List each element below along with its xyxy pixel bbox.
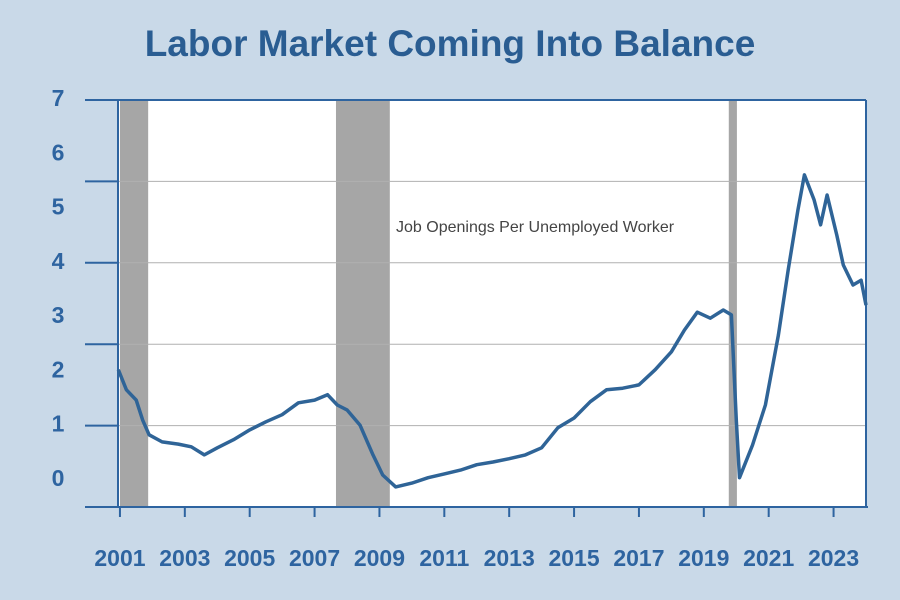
data-line bbox=[116, 173, 868, 489]
recession-band bbox=[119, 100, 149, 507]
recession-band bbox=[335, 100, 390, 507]
recession-band bbox=[728, 100, 737, 507]
x-tick-label: 2015 bbox=[548, 545, 599, 571]
x-tick-label: 2009 bbox=[354, 545, 405, 571]
plot-area bbox=[118, 100, 866, 507]
x-tick-label: 2001 bbox=[94, 545, 145, 571]
x-tick-label: 2017 bbox=[613, 545, 664, 571]
x-tick-label: 2007 bbox=[289, 545, 340, 571]
y-tick-label: 4 bbox=[52, 248, 65, 274]
x-tick-label: 2011 bbox=[419, 545, 469, 571]
annotation: Job Openings Per Unemployed Worker bbox=[396, 219, 675, 236]
x-tick-label: 2021 bbox=[743, 545, 794, 571]
y-tick-label: 6 bbox=[52, 139, 65, 165]
x-tick-label: 2013 bbox=[484, 545, 535, 571]
x-tick-label: 2019 bbox=[678, 545, 729, 571]
x-tick-label: 2005 bbox=[224, 545, 275, 571]
y-tick-label: 2 bbox=[52, 356, 65, 382]
y-tick-label: 3 bbox=[52, 302, 65, 328]
y-tick-label: 7 bbox=[52, 85, 65, 111]
y-tick-label: 5 bbox=[52, 194, 65, 220]
y-tick-label: 1 bbox=[52, 411, 65, 437]
x-tick-label: 2023 bbox=[808, 545, 859, 571]
y-tick-label: 0 bbox=[52, 465, 65, 491]
x-tick-label: 2003 bbox=[159, 545, 210, 571]
chart-title: Labor Market Coming Into Balance bbox=[145, 23, 756, 64]
